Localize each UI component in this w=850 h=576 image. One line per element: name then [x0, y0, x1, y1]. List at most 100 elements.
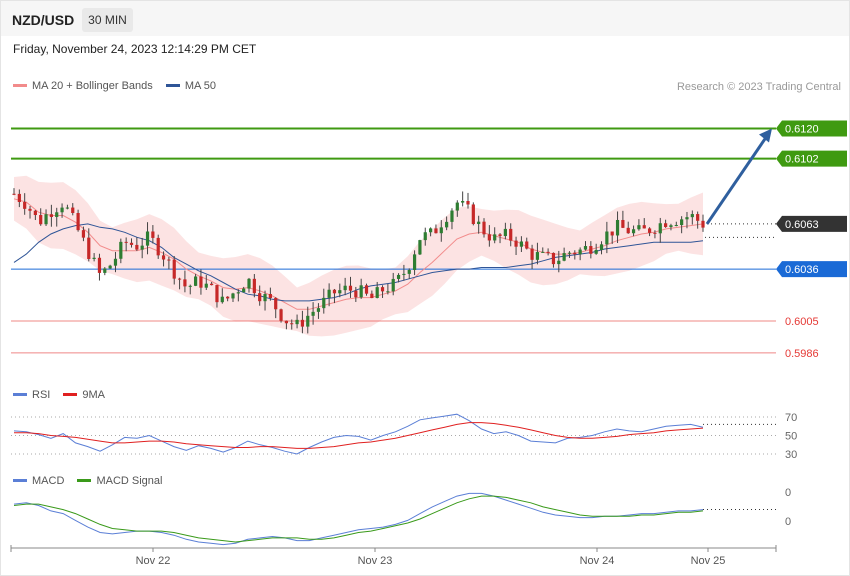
- level-tag-0.6120: [776, 120, 847, 137]
- candle-body: [578, 249, 582, 255]
- candle-body: [429, 228, 433, 233]
- rsi-ma-legend-swatch: [63, 392, 78, 396]
- candle-body: [215, 285, 219, 303]
- x-tick-label: Nov 24: [580, 555, 615, 567]
- level-tag-text-0.6102: 0.6102: [785, 154, 819, 166]
- candle-body: [183, 279, 187, 287]
- candle-body: [391, 278, 395, 292]
- candle-body: [647, 228, 652, 233]
- candle-body: [493, 234, 497, 241]
- level-tag-0.6036: [776, 261, 847, 278]
- candle-body: [177, 278, 182, 280]
- candle-body: [423, 232, 427, 241]
- candle-body: [348, 285, 353, 291]
- candle-body: [509, 228, 513, 241]
- rsi-ma-legend-label: 9MA: [82, 389, 106, 401]
- level-tag-text-0.6036: 0.6036: [785, 264, 819, 276]
- candle-body: [653, 232, 657, 234]
- candle-body: [226, 296, 230, 299]
- rsi-ma9-line: [14, 422, 704, 449]
- candle-body: [418, 240, 422, 255]
- candle-body: [621, 219, 625, 228]
- candle-body: [658, 223, 662, 234]
- candle-body: [119, 241, 123, 259]
- research-credit: Research © 2023 Trading Central: [676, 81, 841, 93]
- candle-body: [664, 223, 668, 228]
- candle-body: [108, 265, 112, 269]
- candle-body: [295, 319, 299, 325]
- ma50-legend-swatch: [165, 83, 180, 87]
- candle-body: [124, 241, 128, 243]
- chart-header: NZD/USD 30 MIN: [1, 1, 849, 36]
- candle-body: [284, 320, 288, 324]
- candle-body: [167, 259, 171, 261]
- candle-body: [680, 219, 684, 226]
- rsi-tick-50: 50: [785, 431, 797, 443]
- candle-body: [701, 220, 705, 228]
- candle-body: [551, 252, 556, 265]
- candle-body: [172, 259, 176, 279]
- macd-legend-label: MACD: [32, 475, 65, 487]
- candle-body: [631, 229, 636, 234]
- candle-body: [60, 207, 64, 213]
- candle-body: [49, 214, 53, 217]
- candle-body: [311, 311, 315, 316]
- candle-body: [354, 290, 358, 298]
- candle-body: [332, 289, 337, 294]
- candle-body: [290, 323, 294, 325]
- timeframe-button[interactable]: 30 MIN: [82, 8, 133, 32]
- price-legend: MA 20 + Bollinger Bands MA 50: [13, 80, 216, 92]
- candle-body: [396, 274, 401, 279]
- candle-body: [557, 260, 561, 265]
- candle-body: [450, 210, 454, 222]
- rsi-line: [13, 413, 704, 455]
- candle-body: [33, 210, 37, 216]
- level-tag-0.6102: [776, 150, 847, 167]
- level-label-0.6005: 0.6005: [785, 316, 819, 328]
- candle-body: [402, 273, 406, 275]
- macd-signal-legend-swatch: [77, 478, 92, 482]
- candle-body: [519, 241, 524, 247]
- candle-body: [669, 225, 673, 228]
- ma50-line: [13, 223, 704, 302]
- candle-body: [359, 285, 363, 298]
- candle-body: [258, 293, 262, 302]
- candle-body: [615, 219, 620, 236]
- candle-body: [156, 237, 160, 256]
- candle-body: [434, 228, 438, 234]
- ma50-legend-label: MA 50: [184, 80, 217, 92]
- candle-body: [103, 268, 107, 273]
- candle-body: [161, 255, 166, 260]
- candle-body: [263, 294, 267, 302]
- candle-body: [231, 293, 235, 299]
- candle-body: [247, 278, 251, 289]
- candle-body: [412, 254, 417, 270]
- candle-body: [242, 288, 246, 293]
- candle-body: [135, 244, 139, 250]
- candle-body: [610, 231, 614, 236]
- candle-body: [113, 258, 118, 266]
- candle-body: [589, 246, 593, 254]
- candle-body: [210, 283, 214, 286]
- x-tick-label: Nov 23: [358, 555, 393, 567]
- candle-body: [546, 251, 550, 253]
- candle-body: [316, 308, 321, 312]
- ma20-legend-swatch: [13, 83, 27, 87]
- candle-body: [562, 253, 566, 261]
- candle-body: [71, 207, 75, 214]
- candle-body: [696, 214, 700, 221]
- candle-body: [439, 227, 443, 234]
- candle-body: [594, 249, 598, 254]
- candle-body: [498, 234, 502, 237]
- candle-body: [23, 201, 27, 209]
- candle-body: [370, 293, 374, 298]
- candle-body: [220, 296, 224, 303]
- candle-body: [605, 231, 609, 245]
- bollinger-band: [14, 175, 703, 337]
- macd-tick-1: 0: [785, 516, 791, 528]
- symbol-label: NZD/USD: [12, 12, 75, 28]
- candle-body: [97, 257, 102, 273]
- candle-body: [145, 231, 150, 246]
- candle-body: [55, 212, 59, 217]
